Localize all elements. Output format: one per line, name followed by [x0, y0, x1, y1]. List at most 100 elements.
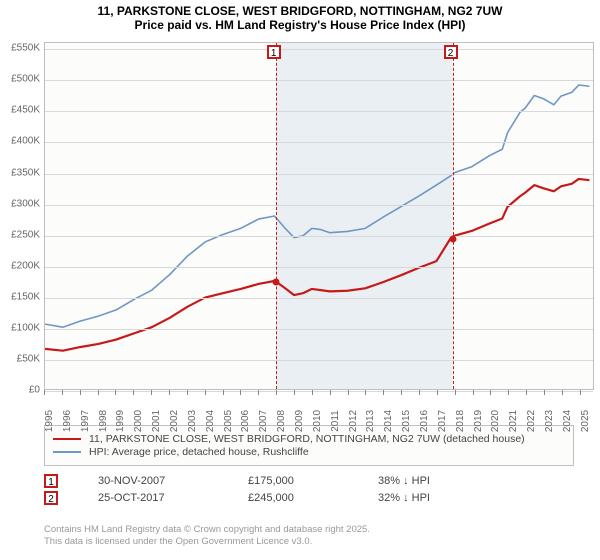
x-tick-label: 2008: [276, 410, 287, 432]
attribution-line-2: This data is licensed under the Open Gov…: [44, 536, 370, 548]
y-tick-label: £500K: [11, 74, 40, 85]
sales-delta: 32% ↓ HPI: [378, 492, 430, 504]
x-tick-label: 2020: [490, 410, 501, 432]
x-tick-mark: [187, 390, 188, 395]
x-tick-mark: [240, 390, 241, 395]
y-tick-label: £350K: [11, 167, 40, 178]
event-marker: 2: [444, 45, 458, 59]
x-tick-mark: [98, 390, 99, 395]
x-tick-mark: [580, 390, 581, 395]
x-tick-label: 2013: [365, 410, 376, 432]
x-tick-mark: [294, 390, 295, 395]
x-tick-label: 2004: [205, 410, 216, 432]
x-tick-label: 2025: [580, 410, 591, 432]
sales-date: 30-NOV-2007: [98, 475, 208, 487]
x-tick-label: 2001: [151, 410, 162, 432]
legend-row-hpi: HPI: Average price, detached house, Rush…: [53, 446, 565, 458]
sales-table: 1 30-NOV-2007 £175,000 38% ↓ HPI 2 25-OCT-201…: [44, 471, 470, 508]
sales-marker: 2: [44, 491, 58, 505]
y-tick-label: £100K: [11, 322, 40, 333]
sales-marker: 1: [44, 474, 58, 488]
x-tick-label: 2021: [508, 410, 519, 432]
title-line-2: Price paid vs. HM Land Registry's House …: [0, 18, 600, 32]
grid-line: [45, 80, 593, 81]
x-tick-mark: [80, 390, 81, 395]
y-tick-label: £50K: [17, 353, 40, 364]
x-tick-mark: [455, 390, 456, 395]
legend-row-property: 11, PARKSTONE CLOSE, WEST BRIDGFORD, NOT…: [53, 433, 565, 445]
x-tick-label: 2010: [312, 410, 323, 432]
sales-delta: 38% ↓ HPI: [378, 475, 430, 487]
grid-line: [45, 360, 593, 361]
x-tick-mark: [44, 390, 45, 395]
event-line: [276, 43, 277, 389]
x-tick-label: 2017: [437, 410, 448, 432]
event-dot: [449, 235, 456, 242]
grid-line: [45, 298, 593, 299]
sales-row: 225-OCT-2017£245,00032% ↓ HPI: [44, 491, 470, 505]
chart-lines: [45, 43, 593, 389]
x-tick-mark: [151, 390, 152, 395]
x-tick-mark: [115, 390, 116, 395]
x-tick-mark: [490, 390, 491, 395]
x-tick-label: 2014: [383, 410, 394, 432]
y-tick-label: £200K: [11, 260, 40, 271]
event-dot: [272, 279, 279, 286]
x-tick-mark: [169, 390, 170, 395]
x-tick-mark: [383, 390, 384, 395]
grid-line: [45, 236, 593, 237]
legend-swatch-property: [53, 438, 81, 440]
x-tick-mark: [62, 390, 63, 395]
grid-line: [45, 329, 593, 330]
grid-line: [45, 111, 593, 112]
y-tick-label: £450K: [11, 105, 40, 116]
y-tick-label: £550K: [11, 43, 40, 54]
legend-label-hpi: HPI: Average price, detached house, Rush…: [89, 446, 309, 458]
attribution: Contains HM Land Registry data © Crown c…: [44, 524, 370, 548]
x-tick-label: 2006: [240, 410, 251, 432]
x-tick-mark: [401, 390, 402, 395]
sales-row: 1 30-NOV-2007 £175,000 38% ↓ HPI: [44, 474, 470, 488]
x-tick-mark: [473, 390, 474, 395]
event-line: [453, 43, 454, 389]
x-tick-label: 1998: [98, 410, 109, 432]
grid-line: [45, 205, 593, 206]
event-marker: 1: [267, 45, 281, 59]
x-tick-mark: [205, 390, 206, 395]
grid-line: [45, 391, 593, 392]
x-tick-label: 2023: [544, 410, 555, 432]
x-tick-label: 1995: [44, 410, 55, 432]
grid-line: [45, 49, 593, 50]
x-tick-label: 1996: [62, 410, 73, 432]
x-tick-label: 1997: [80, 410, 91, 432]
x-tick-label: 2022: [526, 410, 537, 432]
x-tick-mark: [330, 390, 331, 395]
y-tick-label: £150K: [11, 291, 40, 302]
x-tick-mark: [562, 390, 563, 395]
chart-title: 11, PARKSTONE CLOSE, WEST BRIDGFORD, NOT…: [0, 4, 600, 32]
grid-line: [45, 142, 593, 143]
y-tick-label: £250K: [11, 229, 40, 240]
x-tick-mark: [133, 390, 134, 395]
sales-price: £175,000: [248, 475, 338, 487]
x-tick-mark: [312, 390, 313, 395]
x-tick-label: 2009: [294, 410, 305, 432]
y-tick-label: £300K: [11, 198, 40, 209]
legend-swatch-hpi: [53, 451, 81, 453]
x-tick-mark: [276, 390, 277, 395]
x-tick-label: 2015: [401, 410, 412, 432]
x-tick-label: 2005: [223, 410, 234, 432]
x-tick-label: 2024: [562, 410, 573, 432]
y-tick-label: £0: [29, 385, 40, 396]
grid-line: [45, 267, 593, 268]
sales-date: 25-OCT-2017: [98, 492, 208, 504]
attribution-line-1: Contains HM Land Registry data © Crown c…: [44, 524, 370, 536]
x-tick-mark: [223, 390, 224, 395]
x-tick-label: 2012: [348, 410, 359, 432]
x-tick-label: 2002: [169, 410, 180, 432]
x-tick-label: 2000: [133, 410, 144, 432]
legend-label-property: 11, PARKSTONE CLOSE, WEST BRIDGFORD, NOT…: [89, 433, 525, 445]
y-tick-label: £400K: [11, 136, 40, 147]
x-tick-label: 2018: [455, 410, 466, 432]
x-tick-mark: [526, 390, 527, 395]
